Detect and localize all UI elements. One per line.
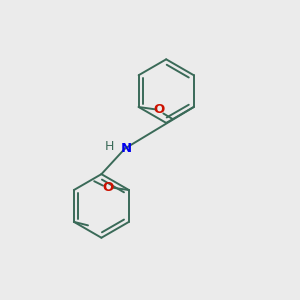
Text: O: O <box>103 181 114 194</box>
Text: H: H <box>105 140 114 153</box>
Text: N: N <box>121 142 132 155</box>
Text: O: O <box>154 103 165 116</box>
